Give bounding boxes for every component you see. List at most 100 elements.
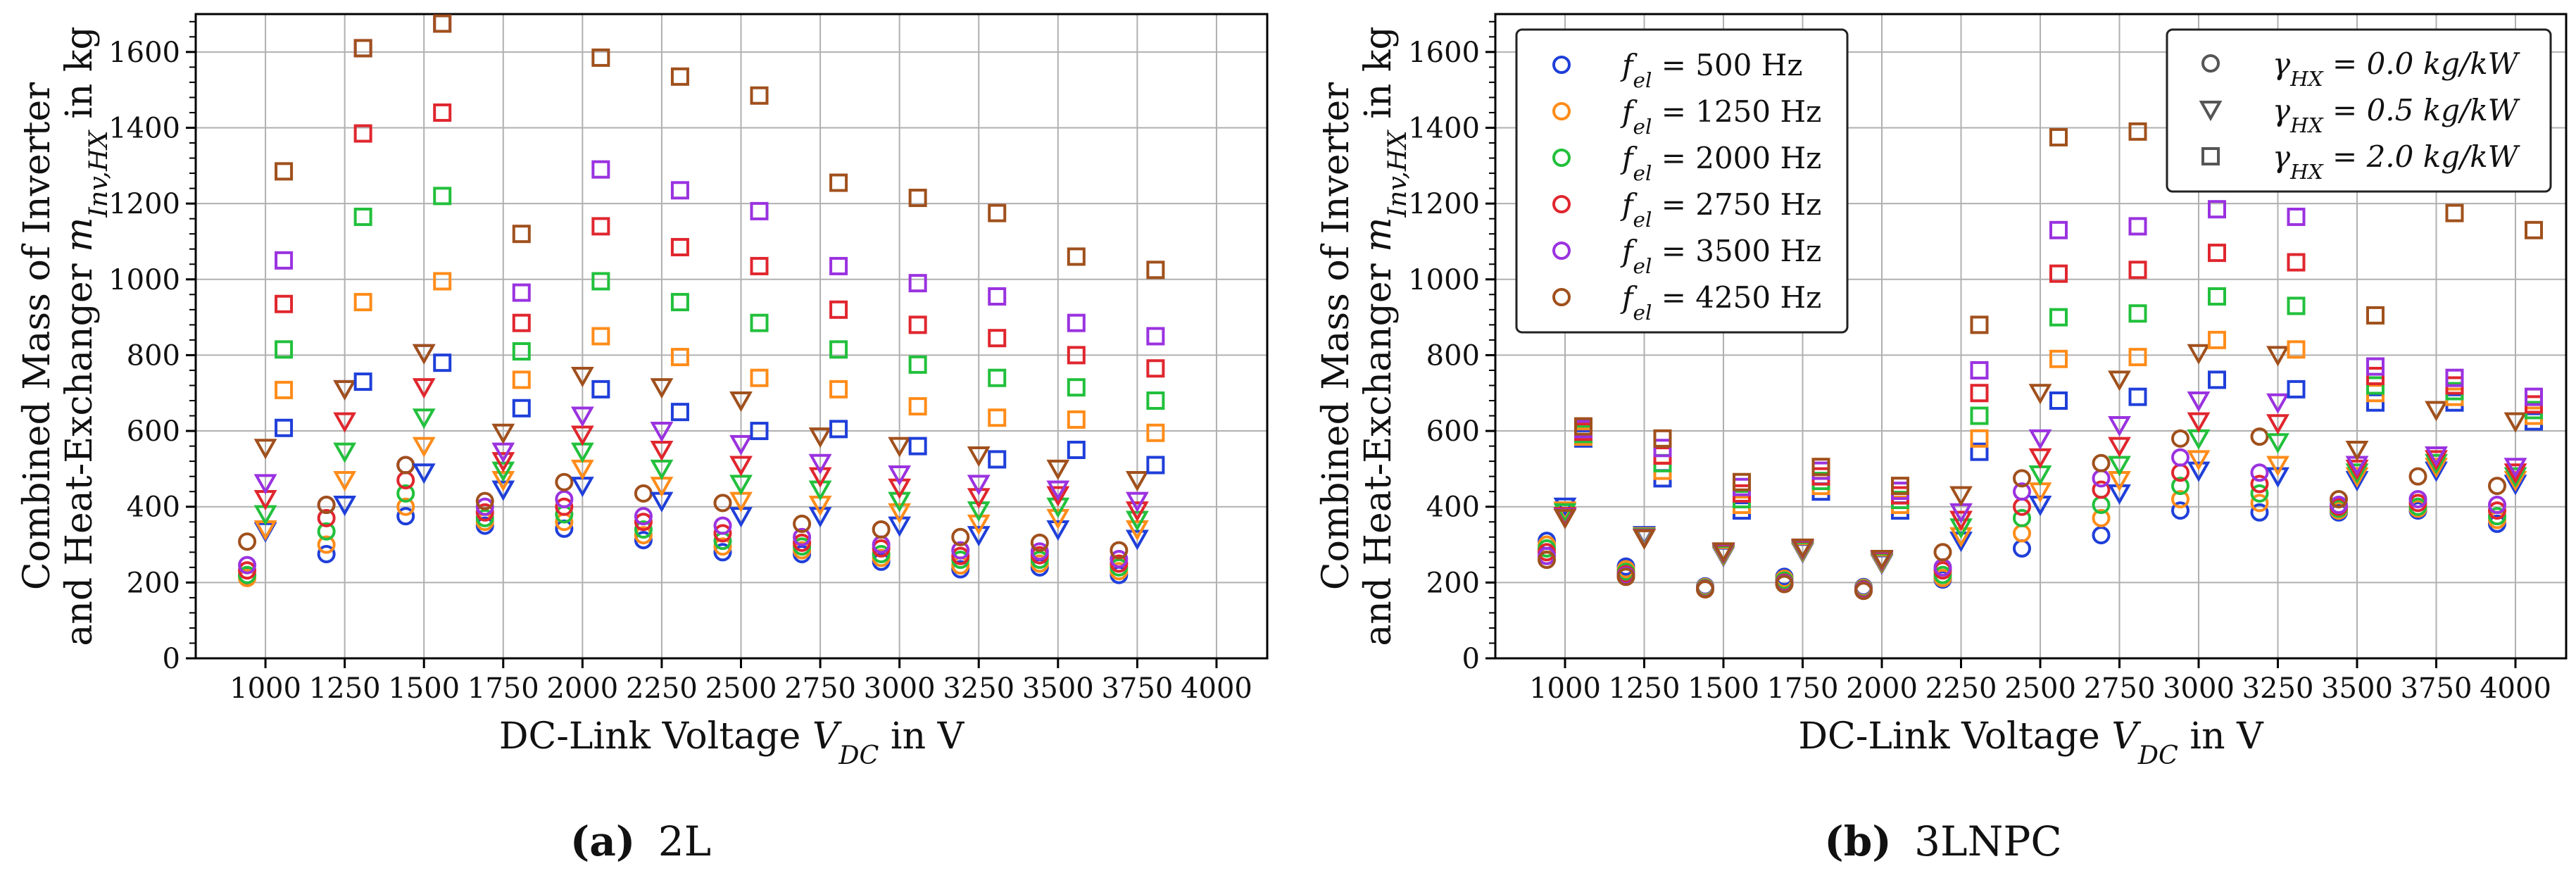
x-tick-label: 2000 <box>1846 672 1918 705</box>
data-point <box>2287 253 2306 272</box>
data-point <box>2049 349 2068 368</box>
data-point <box>750 86 769 105</box>
x-tick-label: 1750 <box>1767 672 1839 705</box>
data-point <box>433 187 452 206</box>
data-point <box>2250 427 2269 446</box>
data-point <box>2171 501 2189 520</box>
data-point <box>1125 501 1149 522</box>
data-point <box>2266 346 2289 367</box>
data-point <box>650 422 674 443</box>
data-point <box>512 399 531 418</box>
data-point <box>670 238 689 257</box>
data-point <box>433 14 452 33</box>
data-point <box>750 256 769 275</box>
data-point <box>2187 450 2211 471</box>
y-tick-label: 400 <box>127 491 180 524</box>
data-point <box>1146 391 1165 410</box>
data-point <box>988 203 1007 222</box>
data-point <box>2250 503 2269 522</box>
data-point <box>2287 207 2306 226</box>
data-point <box>2049 391 2068 410</box>
data-point <box>2445 203 2464 222</box>
data-point <box>555 497 574 516</box>
data-point <box>2287 340 2306 359</box>
data-point <box>750 313 769 332</box>
data-point <box>808 467 832 488</box>
data-point <box>591 327 610 346</box>
data-point <box>512 342 531 361</box>
data-point <box>2425 458 2448 479</box>
x-tick-label: 2500 <box>705 672 777 705</box>
data-point <box>634 513 653 532</box>
data-point <box>2503 463 2527 484</box>
data-point <box>2330 489 2348 508</box>
legend-gamma-label: γHX = 0.5 kg/kW <box>2273 93 2521 137</box>
data-point <box>2445 368 2464 387</box>
x-axis-label: DC-Link Voltage VDC in V <box>499 715 965 770</box>
caption-b-text: 3LNPC <box>1914 817 2062 865</box>
y-tick-label: 400 <box>1426 491 1480 524</box>
data-point <box>729 456 753 477</box>
data-point <box>2425 450 2448 471</box>
data-point <box>967 501 991 522</box>
data-point <box>2408 489 2427 508</box>
data-point <box>670 67 689 86</box>
y-tick-label: 1600 <box>1408 37 1480 69</box>
legend-frequency-marker <box>1552 288 1571 306</box>
data-point <box>829 300 848 319</box>
data-point <box>2250 475 2269 494</box>
data-point <box>1046 459 1070 480</box>
data-point <box>2187 412 2211 433</box>
data-point <box>512 283 531 302</box>
y-axis-label-line2: and Heat-Exchanger mInv,HX in kg <box>58 26 113 646</box>
y-tick-label: 1400 <box>108 112 180 144</box>
data-point <box>1125 471 1149 492</box>
x-tick-label: 2750 <box>2084 672 2156 705</box>
y-tick-label: 1200 <box>108 188 180 220</box>
data-point <box>808 453 832 475</box>
data-point <box>2092 526 2111 545</box>
data-point <box>2366 393 2385 412</box>
data-point <box>2266 456 2289 477</box>
data-point <box>634 531 653 550</box>
legend-gamma-marker <box>2201 54 2220 73</box>
data-point <box>1933 543 1952 562</box>
data-point <box>988 408 1007 427</box>
data-point <box>2128 387 2147 406</box>
data-point <box>2108 415 2131 437</box>
data-point <box>353 39 372 58</box>
data-point <box>1970 406 1989 425</box>
data-point <box>713 494 732 513</box>
y-tick-label: 800 <box>1426 339 1480 372</box>
data-point <box>1811 482 1830 501</box>
data-point <box>1733 496 1751 515</box>
data-point <box>333 380 357 401</box>
data-point <box>2049 220 2068 239</box>
data-point <box>2128 217 2147 236</box>
data-point <box>908 397 927 416</box>
data-point <box>1146 456 1165 475</box>
data-point <box>2503 467 2527 488</box>
data-point <box>2345 467 2369 488</box>
legend-gamma-label: γHX = 0.0 kg/kW <box>2273 46 2521 91</box>
data-point <box>793 527 812 546</box>
data-point <box>1891 486 1909 505</box>
data-point <box>317 496 336 515</box>
data-point <box>1891 501 1909 520</box>
data-point <box>951 546 970 565</box>
data-point <box>967 475 991 496</box>
data-point <box>333 471 357 492</box>
data-point <box>713 543 732 562</box>
data-point <box>829 256 848 275</box>
data-point <box>2013 508 2031 527</box>
data-point <box>1574 417 1592 436</box>
legend-frequency-label: fel = 1250 Hz <box>1620 94 1821 139</box>
data-point <box>713 537 732 556</box>
data-point <box>1854 582 1873 601</box>
data-point <box>2425 446 2448 468</box>
data-point <box>2108 484 2131 505</box>
data-point <box>2171 429 2189 448</box>
data-point <box>412 408 436 429</box>
data-point <box>888 478 912 499</box>
